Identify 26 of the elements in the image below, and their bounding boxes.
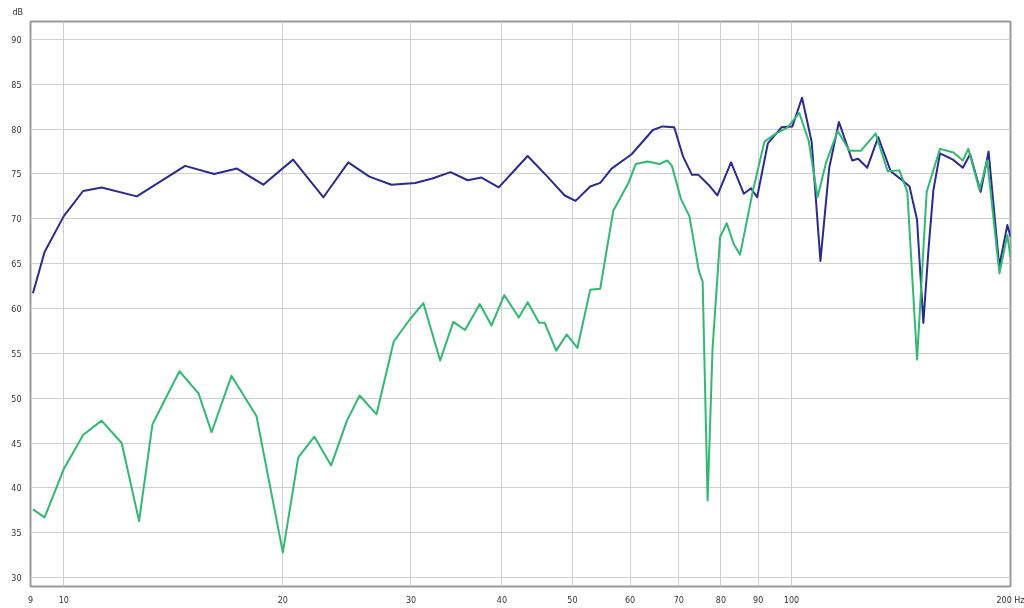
y-tick-label: 45: [11, 439, 22, 449]
x-tick-label: 60: [624, 595, 636, 605]
y-tick-label: 90: [11, 35, 22, 45]
y-axis-title: dB: [12, 7, 24, 17]
y-tick-label: 50: [11, 394, 22, 404]
y-tick-label: 60: [11, 304, 22, 314]
x-tick-label: 20: [277, 595, 288, 605]
x-tick-label: 90: [753, 595, 764, 605]
x-tick-label: 70: [673, 595, 684, 605]
y-tick-label: 55: [11, 349, 22, 359]
x-tick-label: 80: [715, 595, 727, 605]
x-tick-label: 10: [58, 595, 69, 605]
x-tick-label: 9: [27, 595, 34, 605]
x-tick-label: 40: [496, 595, 507, 605]
y-tick-label: 70: [11, 215, 22, 225]
y-tick-label: 30: [11, 574, 22, 584]
y-tick-label: 85: [11, 80, 22, 90]
x-tick-label: 200 Hz: [996, 595, 1024, 605]
y-tick-label: 35: [11, 529, 22, 539]
x-tick-label: 50: [567, 595, 578, 605]
x-tick-label: 100: [783, 595, 800, 605]
y-tick-label: 40: [11, 484, 22, 494]
x-tick-label: 30: [405, 595, 417, 605]
y-tick-label: 65: [11, 260, 22, 270]
y-tick-label: 75: [11, 170, 22, 180]
y-tick-label: 80: [11, 125, 22, 135]
